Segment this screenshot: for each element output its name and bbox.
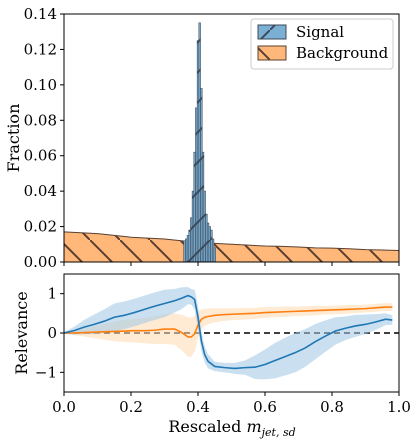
x-axis-label-main: Rescaled: [168, 417, 246, 436]
top-y-tick-label: 0.00: [24, 253, 57, 271]
top-y-tick-label: 0.10: [24, 76, 57, 94]
legend-label-signal: Signal: [296, 23, 344, 41]
signal-bar-hatch: [183, 240, 186, 262]
bottom-y-ticks: −1 0 1: [35, 285, 64, 381]
bottom-x-tick-label: 0.0: [52, 398, 76, 416]
signal-bar-hatch: [207, 223, 209, 262]
signal-bar-hatch: [203, 191, 206, 262]
bottom-panel: −1 0 1 0.0 0.2 0.4 0.6 0.8 1.0 Relevance Rescal…: [12, 273, 411, 439]
bottom-y-tick-label: 0: [47, 324, 57, 342]
signal-bar-hatch: [185, 238, 188, 262]
top-y-tick-label: 0.04: [24, 182, 57, 200]
bottom-x-tick-label: 0.8: [320, 398, 344, 416]
bottom-x-tick-label: 0.6: [253, 398, 277, 416]
signal-bar-hatch: [210, 230, 213, 262]
signal-bar-hatch: [200, 88, 203, 262]
x-axis-label-var: m: [246, 417, 261, 436]
bottom-y-tick-label: 1: [47, 285, 57, 303]
bottom-x-tick-label: 0.2: [119, 398, 143, 416]
top-x-ticks: [63, 262, 400, 266]
background-relevance-line: [64, 306, 393, 338]
background-relevance-band: [64, 303, 393, 357]
top-y-ticks: 0.00 0.02 0.04 0.06 0.08 0.10 0.12 0.14: [24, 5, 64, 271]
bottom-y-axis-label: Relevance: [12, 291, 31, 374]
top-y-tick-label: 0.08: [24, 111, 57, 129]
signal-bar-hatch: [188, 230, 191, 262]
signal-bar-hatch: [192, 191, 194, 262]
signal-relevance-line: [64, 294, 393, 370]
signal-relevance-band: [64, 286, 393, 380]
top-y-tick-label: 0.14: [24, 5, 57, 23]
legend-label-background: Background: [296, 44, 389, 62]
signal-bar-hatch: [193, 152, 196, 262]
signal-bar-hatch: [197, 40, 199, 262]
bottom-x-tick-label: 1.0: [387, 398, 411, 416]
signal-bar-hatch: [190, 217, 193, 262]
top-y-tick-label: 0.06: [24, 147, 57, 165]
top-panel: 0.00 0.02 0.04 0.06 0.08 0.10 0.12 0.14 Fractio…: [4, 5, 400, 271]
top-y-tick-label: 0.02: [24, 218, 57, 236]
signal-bar-hatch: [198, 22, 201, 262]
signal-bar-hatch: [205, 214, 208, 262]
legend-swatch-background-hatch: [258, 46, 286, 60]
signal-bar-hatch: [213, 247, 216, 262]
signal-bar-hatch: [195, 107, 198, 262]
legend: Signal Background: [250, 18, 394, 70]
bottom-x-tick-label: 0.4: [186, 398, 210, 416]
top-axes-frame: [63, 13, 400, 263]
x-axis-label: Rescaled mjet, sd: [168, 417, 295, 439]
top-y-axis-label: Fraction: [4, 104, 23, 173]
signal-bar-hatch: [187, 235, 189, 262]
legend-swatch-signal-hatch: [258, 25, 286, 39]
bottom-y-tick-label: −1: [35, 363, 57, 381]
background-hist-hatch: [64, 231, 399, 262]
top-y-tick-label: 0.12: [24, 40, 57, 58]
bottom-plot-area: [64, 286, 399, 380]
x-axis-label-sub: jet, sd: [259, 426, 296, 439]
top-plot-area: [64, 22, 399, 262]
signal-bar-hatch: [208, 226, 211, 262]
signal-bar-hatch: [212, 238, 214, 262]
bottom-x-ticks: 0.0 0.2 0.4 0.6 0.8 1.0: [52, 392, 411, 416]
signal-bar-hatch: [202, 152, 204, 262]
